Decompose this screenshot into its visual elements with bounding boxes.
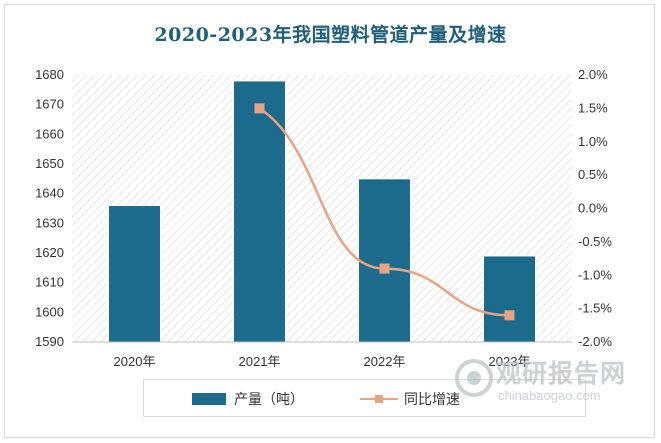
watermark-url: chinabaogao.com xyxy=(498,388,601,403)
bar-production xyxy=(483,255,536,343)
y-left-tick-label: 1610 xyxy=(35,275,64,290)
x-category-label: 2021年 xyxy=(239,354,281,369)
bar-production xyxy=(233,80,286,343)
y-right-tick-label: 2.0% xyxy=(578,67,608,82)
y-right-tick-label: 0.5% xyxy=(578,167,608,182)
y-left-tick-label: 1640 xyxy=(35,186,64,201)
y-left-tick-label: 1600 xyxy=(35,304,64,319)
y-left-tick-label: 1590 xyxy=(35,334,64,349)
legend-line-swatch xyxy=(360,393,398,405)
y-right-tick-label: 1.0% xyxy=(578,134,608,149)
y-right-tick-label: -1.0% xyxy=(578,267,612,282)
y-left-tick-label: 1650 xyxy=(35,156,64,171)
legend-label-production: 产量（吨） xyxy=(234,391,304,407)
y-left-tick-label: 1680 xyxy=(35,67,64,82)
y-left-tick-label: 1660 xyxy=(35,126,64,141)
legend-bar-swatch xyxy=(192,393,226,405)
y-left-tick-label: 1620 xyxy=(35,245,64,260)
y-right-tick-label: -2.0% xyxy=(578,334,612,349)
legend: 产量（吨） 同比增速 xyxy=(143,379,586,417)
chart-title: 2020-2023年我国塑料管道产量及增速 xyxy=(154,24,507,46)
bar-production xyxy=(108,205,161,343)
x-category-label: 2022年 xyxy=(364,354,406,369)
point-growth-rate xyxy=(379,263,390,274)
bar-production xyxy=(358,178,411,343)
legend-label-growth: 同比增速 xyxy=(404,391,460,407)
y-right-tick-label: 0.0% xyxy=(578,201,608,216)
watermark-brand: 观研报告网 xyxy=(496,360,627,388)
point-growth-rate xyxy=(254,103,265,114)
y-right-tick-label: -0.5% xyxy=(578,234,612,249)
watermark: 观研报告网 chinabaogao.com xyxy=(440,352,650,412)
y-left-tick-label: 1630 xyxy=(35,215,64,230)
legend-item-production: 产量（吨） xyxy=(192,390,304,408)
watermark-logo-icon xyxy=(455,359,493,397)
y-right-tick-label: 1.5% xyxy=(578,100,608,115)
point-growth-rate xyxy=(504,310,515,321)
x-category-label: 2023年 xyxy=(489,354,531,369)
y-right-tick-label: -1.5% xyxy=(578,301,612,316)
legend-item-growth: 同比增速 xyxy=(360,390,460,408)
x-category-label: 2020年 xyxy=(114,354,156,369)
y-left-tick-label: 1670 xyxy=(35,97,64,112)
line-growth-rate xyxy=(258,107,510,317)
